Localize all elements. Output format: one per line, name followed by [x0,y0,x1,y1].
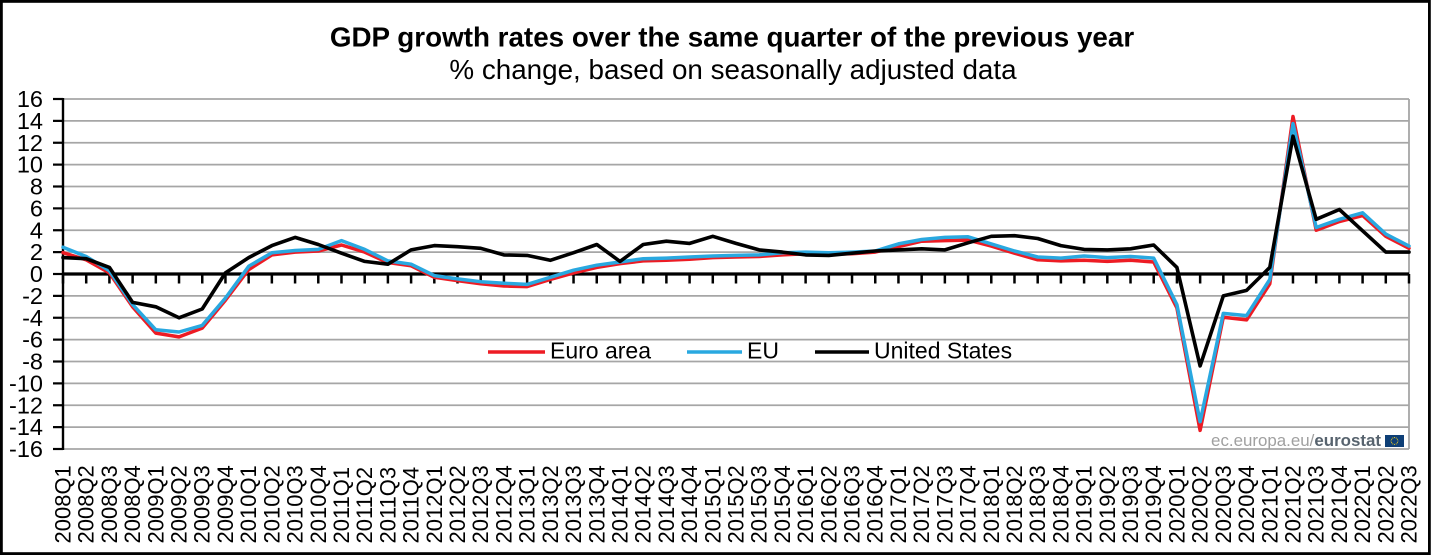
svg-text:2012Q4: 2012Q4 [491,465,516,543]
svg-text:-4: -4 [22,305,43,331]
svg-text:2019Q4: 2019Q4 [1141,465,1166,543]
svg-text:2013Q2: 2013Q2 [538,465,563,543]
svg-text:-2: -2 [22,283,43,309]
svg-text:2012Q1: 2012Q1 [422,465,447,543]
svg-text:2019Q2: 2019Q2 [1095,465,1120,543]
svg-text:2021Q4: 2021Q4 [1327,465,1352,543]
svg-text:-10: -10 [9,370,43,396]
svg-text:2010Q4: 2010Q4 [306,465,331,543]
svg-text:2009Q4: 2009Q4 [213,465,238,543]
svg-text:2018Q3: 2018Q3 [1025,465,1050,543]
svg-text:2010Q1: 2010Q1 [236,465,261,543]
svg-text:2011Q4: 2011Q4 [399,467,424,544]
svg-text:0: 0 [30,261,43,287]
svg-text:2021Q2: 2021Q2 [1280,465,1305,543]
svg-text:ec.europa.eu/eurostat: ec.europa.eu/eurostat [1211,431,1381,450]
svg-text:EU: EU [747,338,779,364]
svg-text:2010Q2: 2010Q2 [259,465,284,543]
svg-text:2014Q3: 2014Q3 [654,465,679,543]
svg-text:-8: -8 [22,349,43,375]
svg-text:2014Q4: 2014Q4 [677,465,702,543]
svg-text:2018Q4: 2018Q4 [1048,465,1073,543]
svg-text:2017Q3: 2017Q3 [932,465,957,543]
svg-text:4: 4 [30,217,43,243]
svg-text:2017Q1: 2017Q1 [886,465,911,543]
svg-text:2022Q2: 2022Q2 [1373,465,1398,543]
svg-text:2019Q1: 2019Q1 [1072,465,1097,543]
svg-text:2012Q3: 2012Q3 [468,465,493,543]
svg-text:2018Q1: 2018Q1 [979,465,1004,543]
svg-text:2013Q1: 2013Q1 [515,465,540,543]
svg-text:2018Q2: 2018Q2 [1002,465,1027,543]
svg-text:2020Q4: 2020Q4 [1234,465,1259,543]
svg-text:2: 2 [30,239,43,265]
svg-text:2015Q2: 2015Q2 [724,465,749,543]
svg-text:2008Q2: 2008Q2 [74,465,99,543]
svg-text:2009Q2: 2009Q2 [167,465,192,543]
svg-text:2011Q3: 2011Q3 [375,467,400,544]
svg-text:8: 8 [30,174,43,200]
svg-text:2017Q4: 2017Q4 [956,465,981,543]
svg-text:12: 12 [17,130,43,156]
svg-text:United States: United States [874,338,1012,364]
svg-text:2012Q2: 2012Q2 [445,465,470,543]
svg-text:2014Q2: 2014Q2 [631,465,656,543]
svg-text:2008Q4: 2008Q4 [120,465,145,543]
svg-text:2022Q1: 2022Q1 [1350,465,1375,543]
svg-text:2022Q3: 2022Q3 [1397,465,1422,543]
svg-text:2019Q3: 2019Q3 [1118,465,1143,543]
svg-text:-12: -12 [9,392,43,418]
svg-text:2008Q3: 2008Q3 [97,465,122,543]
svg-text:2020Q3: 2020Q3 [1211,465,1236,543]
svg-text:2014Q1: 2014Q1 [607,465,632,543]
svg-text:6: 6 [30,195,43,221]
svg-text:2017Q2: 2017Q2 [909,465,934,543]
svg-text:% change, based on seasonally: % change, based on seasonally adjusted d… [449,54,1017,85]
svg-text:2016Q2: 2016Q2 [816,465,841,543]
svg-text:2013Q3: 2013Q3 [561,465,586,543]
svg-text:2021Q3: 2021Q3 [1304,465,1329,543]
svg-text:2020Q2: 2020Q2 [1188,465,1213,543]
svg-text:2015Q4: 2015Q4 [770,465,795,543]
svg-text:-6: -6 [22,327,43,353]
svg-text:2015Q3: 2015Q3 [747,465,772,543]
svg-text:10: 10 [17,152,43,178]
svg-text:2011Q1: 2011Q1 [329,467,354,544]
svg-text:2021Q1: 2021Q1 [1257,465,1282,543]
svg-text:2009Q1: 2009Q1 [143,465,168,543]
svg-text:2009Q3: 2009Q3 [190,465,215,543]
svg-text:16: 16 [17,86,43,112]
svg-text:2016Q1: 2016Q1 [793,465,818,543]
svg-text:2015Q1: 2015Q1 [700,465,725,543]
svg-text:Euro area: Euro area [550,338,651,364]
svg-text:2011Q2: 2011Q2 [352,467,377,544]
svg-text:2016Q4: 2016Q4 [863,465,888,543]
svg-text:2016Q3: 2016Q3 [840,465,865,543]
svg-text:2008Q1: 2008Q1 [51,465,76,543]
svg-text:GDP growth rates over the same: GDP growth rates over the same quarter o… [330,22,1134,53]
svg-text:14: 14 [17,108,43,134]
svg-text:2020Q1: 2020Q1 [1164,465,1189,543]
svg-text:-16: -16 [9,436,43,462]
svg-text:2013Q4: 2013Q4 [584,465,609,543]
svg-text:-14: -14 [9,414,43,440]
svg-text:2010Q3: 2010Q3 [283,465,308,543]
